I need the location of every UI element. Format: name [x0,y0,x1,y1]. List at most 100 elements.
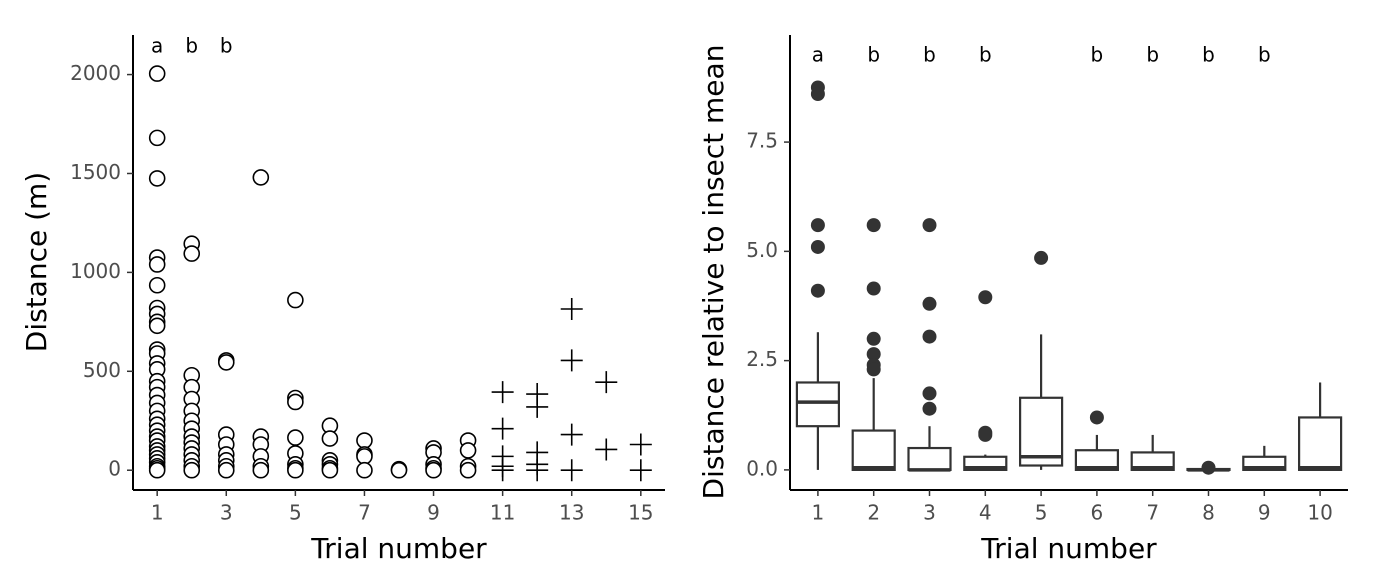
circle-point [252,169,270,186]
y-tick-label: 0 [108,457,121,481]
outlier [922,329,937,344]
outlier [978,427,993,442]
outlier [866,218,881,233]
circle-point [148,65,166,82]
circle-point [148,129,166,147]
annotation: b [1258,43,1271,67]
x-tick-label: 3 [220,501,233,525]
plus-point [629,433,652,456]
x-tick-label: 9 [1258,501,1271,525]
outlier [978,290,993,305]
x-axis-title: Trial number [310,532,487,565]
circle-point [356,461,373,479]
x-tick-label: 2 [867,501,880,525]
annotation: b [1091,43,1104,67]
x-tick-label: 7 [358,501,371,525]
outlier [1089,410,1104,425]
annotation: b [923,43,936,67]
annotation: b [1146,43,1159,67]
outlier [810,87,825,102]
plus-point [560,297,583,320]
plus-point [595,371,618,394]
plus-point [595,438,618,461]
x-tick-label: 5 [1035,501,1048,525]
annotation: b [185,34,198,58]
circle-point [459,461,477,479]
outlier [922,386,937,401]
box [1130,451,1175,471]
outlier [810,218,825,233]
circle-point [148,461,166,479]
annotation: b [220,34,233,58]
y-axis-title: Distance (m) [20,172,53,352]
plus-point [491,417,514,440]
plus-point [560,349,583,372]
plus-point [526,395,549,418]
outlier [810,283,825,298]
plus-point [560,423,583,446]
outlier [866,331,881,346]
circle-point [321,461,339,479]
box [795,381,841,428]
y-tick-label: 2.5 [746,347,778,371]
outlier [922,218,937,233]
outlier [922,296,937,311]
outlier [866,281,881,296]
circle-point [425,461,442,479]
plus-point [526,459,549,482]
annotation: a [151,34,163,58]
x-tick-label: 7 [1146,501,1159,525]
outlier [810,239,825,254]
plus-point [491,381,514,404]
box [907,446,952,471]
x-tick-label: 9 [427,501,440,525]
x-tick-label: 6 [1091,501,1104,525]
y-tick-label: 5.0 [746,238,778,262]
box [1018,396,1064,467]
circle-point [459,442,477,459]
y-tick-label: 1500 [70,160,121,184]
plus-point [629,459,652,482]
circle-point [287,393,304,411]
outlier [866,347,881,362]
x-tick-label: 15 [628,501,653,525]
box [851,429,896,471]
plus-point [491,459,514,482]
y-tick-label: 1000 [70,259,121,283]
x-tick-label: 1 [151,501,164,525]
annotation: a [812,43,824,67]
plus-point [560,459,583,482]
circle-point [217,461,235,479]
circle-point [148,256,166,273]
annotation: b [1202,43,1215,67]
circle-point [183,245,201,262]
y-tick-label: 0.0 [746,456,778,480]
circle-point [390,461,408,479]
panel: 0.0 2.5 5.0 7.5 1 2 3 4 5 6 7 8 9 10 Trial number Dista… [697,35,1348,565]
circle-point [356,448,373,465]
x-tick-label: 10 [1307,501,1332,525]
outlier [1201,460,1216,475]
circle-point [217,354,235,371]
x-axis-title: Trial number [980,532,1157,565]
y-tick-label: 500 [83,358,121,382]
circle-point [287,291,304,309]
outlier [866,362,881,377]
outlier [1034,250,1049,265]
y-tick-label: 7.5 [746,129,778,153]
x-tick-label: 3 [923,501,936,525]
x-tick-label: 8 [1202,501,1215,525]
annotation: b [867,43,880,67]
circle-point [287,429,304,446]
circle-point [287,461,304,479]
circle-point [356,432,373,449]
x-tick-label: 1 [812,501,825,525]
x-tick-label: 13 [559,501,584,525]
outlier [922,401,937,416]
circle-point [148,170,166,187]
x-tick-label: 4 [979,501,992,525]
box [1074,449,1120,471]
circle-point [321,430,339,447]
